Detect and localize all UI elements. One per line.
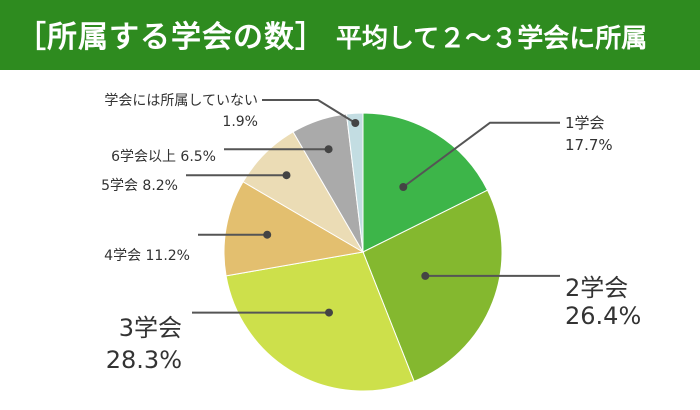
- pie-slice: [225, 251, 415, 392]
- data-label: 1.9%: [222, 114, 258, 130]
- data-label: 26.4%: [565, 302, 641, 330]
- chart-subtitle: 平均して２～３学会に所属: [336, 24, 648, 54]
- category-label: 学会には所属していない: [104, 93, 258, 109]
- leader-dot: [399, 183, 408, 191]
- pie-slice: [223, 181, 365, 277]
- category-label: 2学会: [565, 274, 628, 302]
- chart-title: ［所属する学会の数］: [16, 20, 326, 55]
- leader-dot: [351, 119, 360, 127]
- leader-dot: [421, 271, 430, 280]
- category-label: 6学会以上 6.5%: [111, 149, 216, 165]
- pie-slice: [345, 112, 364, 253]
- category-label: 1学会: [565, 114, 605, 132]
- data-label: 17.7%: [565, 136, 613, 154]
- leader-line: [402, 121, 560, 188]
- category-label: 5学会 8.2%: [101, 178, 178, 194]
- pie-slice: [362, 189, 503, 382]
- data-label: 28.3%: [106, 346, 182, 374]
- leader-dot: [324, 145, 333, 154]
- category-label: 4学会 11.2%: [104, 248, 190, 264]
- leader-dot: [263, 230, 272, 239]
- leader-dot: [282, 171, 291, 180]
- title-banner: ［所属する学会の数］ 平均して２～３学会に所属: [0, 0, 700, 70]
- category-label: 3学会: [119, 314, 182, 342]
- leader-dot: [325, 308, 333, 317]
- pie-slice: [362, 112, 489, 253]
- leader-line: [262, 99, 356, 124]
